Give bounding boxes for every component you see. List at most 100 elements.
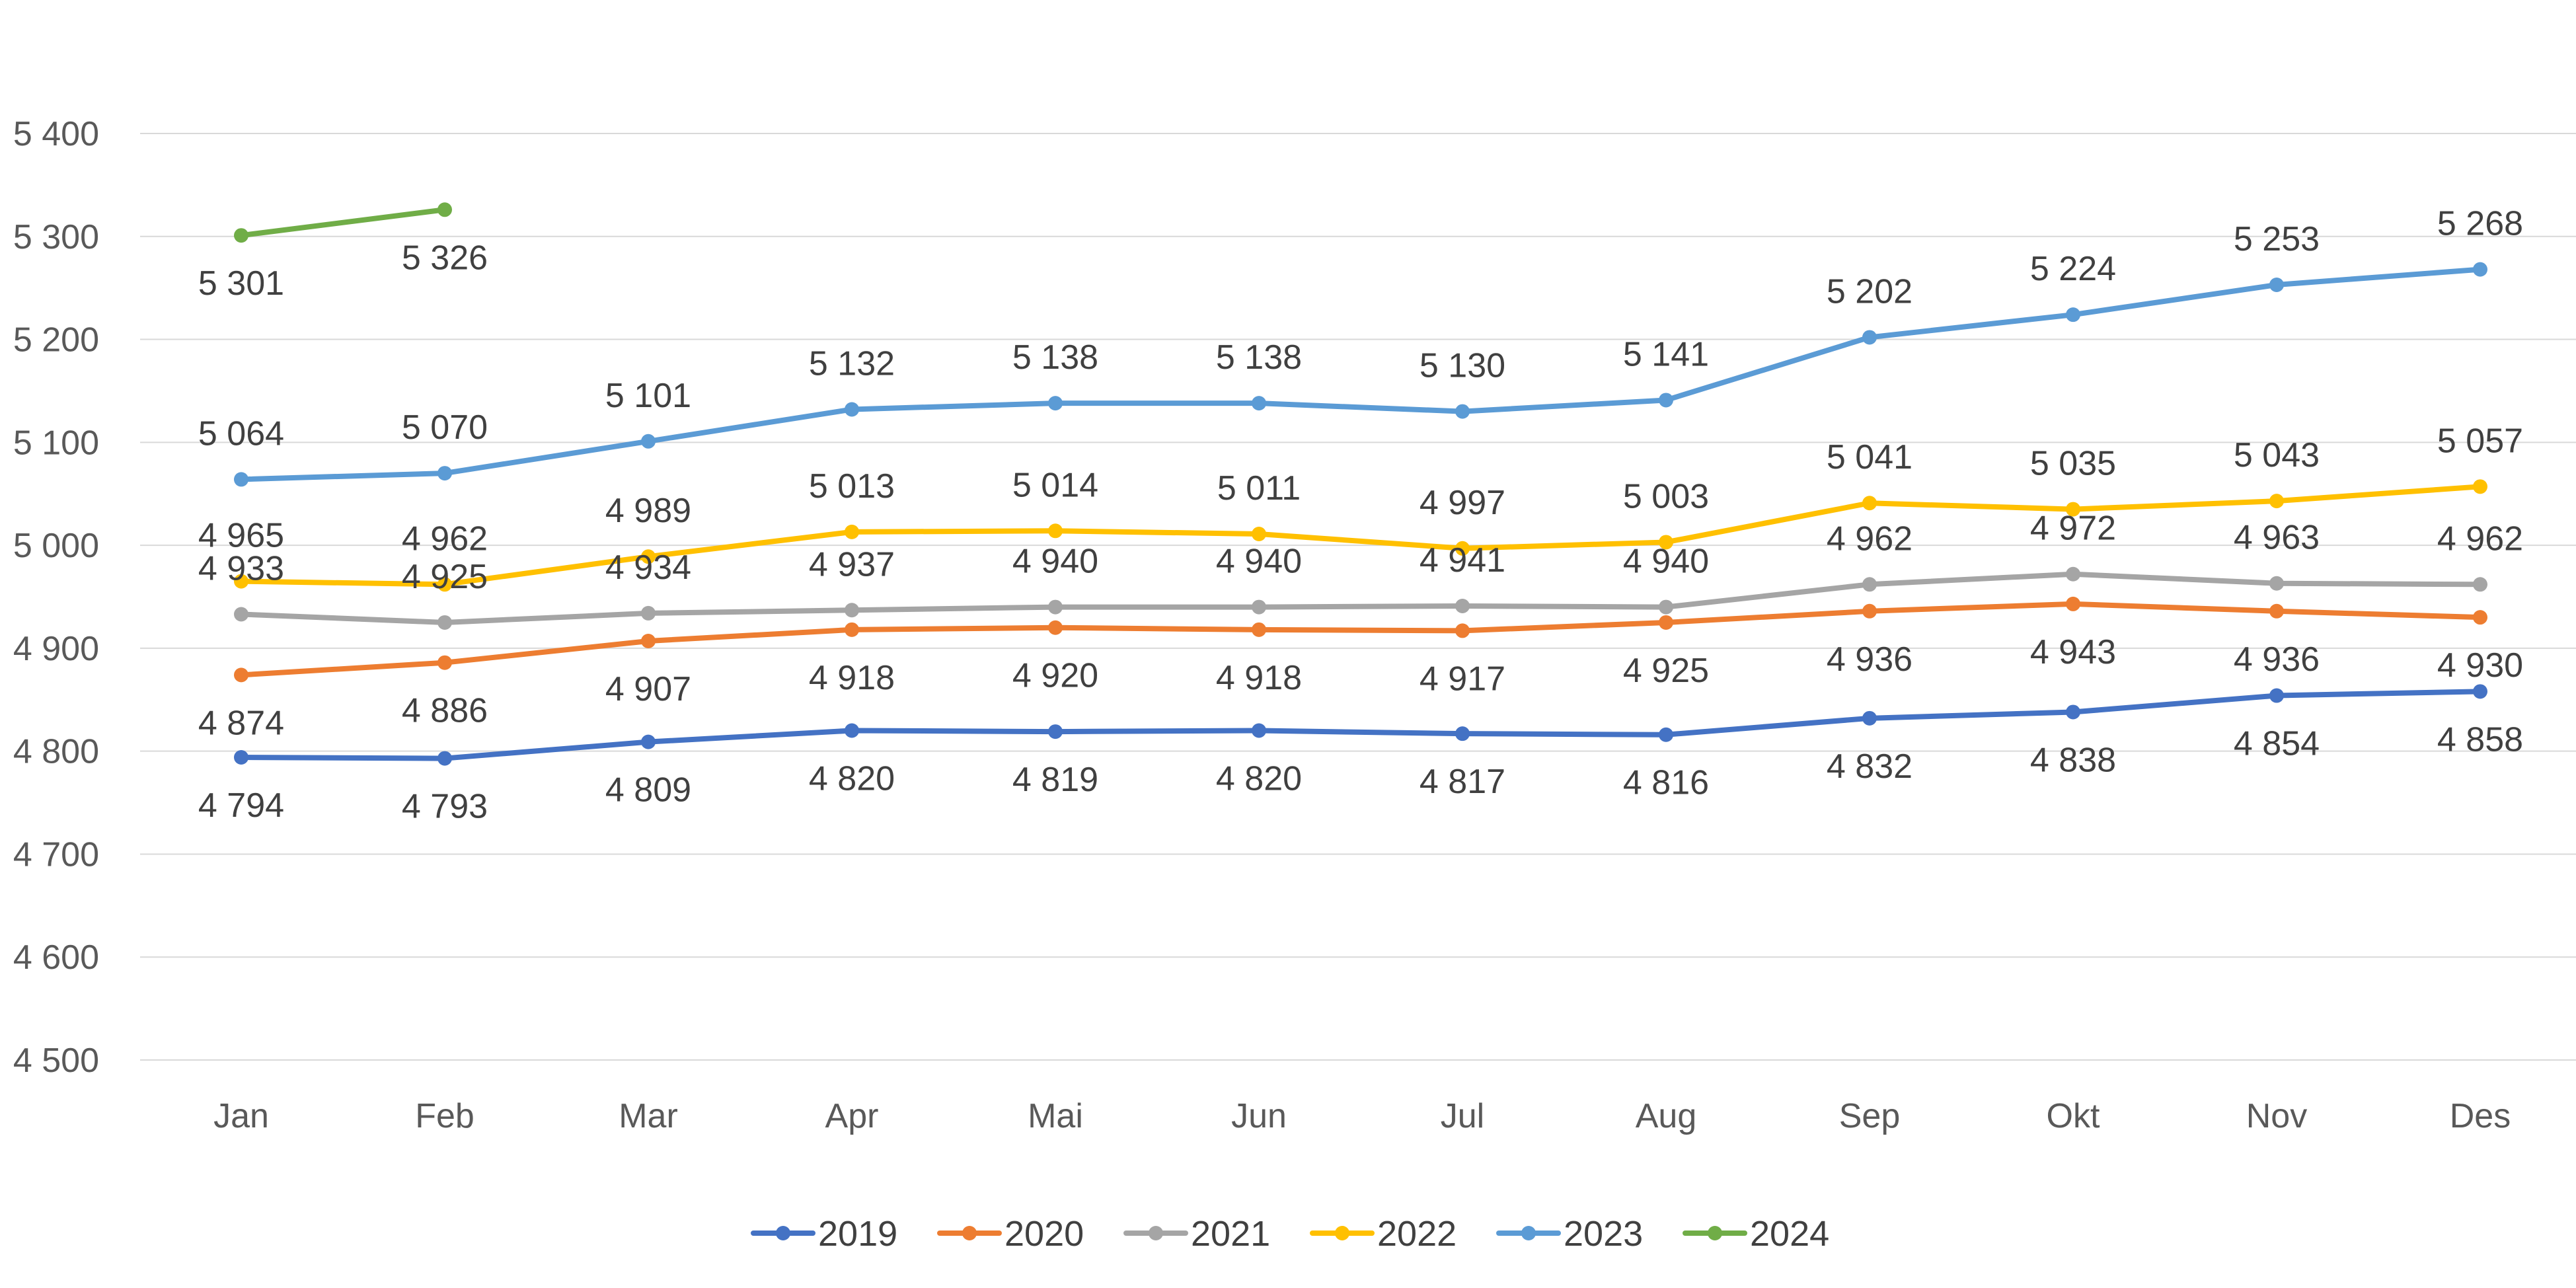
data-point-2019	[1455, 726, 1470, 741]
data-label-2019: 4 809	[605, 771, 691, 810]
data-point-2019	[641, 734, 656, 749]
data-label-2019: 4 819	[1012, 761, 1098, 799]
data-point-2024	[234, 228, 248, 243]
data-point-2023	[845, 402, 859, 417]
series-line-2024	[239, 207, 447, 239]
legend-item-2020: 2020	[937, 1214, 1084, 1254]
data-label-2023: 5 130	[1420, 347, 1505, 385]
y-tick-label: 4 700	[13, 835, 99, 874]
data-point-2021	[1862, 577, 1877, 592]
legend-item-2023: 2023	[1496, 1214, 1643, 1254]
data-point-2021	[641, 605, 656, 621]
x-tick-label: Nov	[2246, 1097, 2307, 1135]
data-point-2023	[234, 472, 248, 487]
y-tick-label: 5 100	[13, 424, 99, 462]
data-label-2020: 4 930	[2437, 646, 2523, 685]
data-point-2021	[2473, 577, 2487, 592]
x-tick-label: Aug	[1636, 1097, 1697, 1135]
data-point-2020	[1659, 615, 1673, 630]
data-label-2019: 4 820	[1216, 760, 1302, 798]
data-label-2020: 4 918	[809, 659, 895, 697]
legend-item-2019: 2019	[751, 1214, 897, 1254]
data-point-2023	[1252, 396, 1266, 411]
legend-marker	[776, 1226, 790, 1240]
data-point-2022	[2066, 502, 2080, 517]
data-point-2020	[1048, 620, 1063, 635]
data-label-2019: 4 858	[2437, 720, 2523, 759]
data-point-2019	[1048, 724, 1063, 739]
data-point-2021	[1455, 599, 1470, 614]
series-line-2023	[239, 266, 2483, 482]
y-tick-label: 5 200	[13, 321, 99, 360]
data-label-2023: 5 138	[1012, 338, 1098, 377]
data-point-2022	[2473, 479, 2487, 494]
data-point-2021	[234, 607, 248, 622]
x-tick-label: Feb	[415, 1097, 474, 1135]
data-label-2019: 4 838	[2030, 741, 2116, 779]
data-label-2021: 4 933	[198, 549, 284, 587]
data-point-2023	[2473, 262, 2487, 277]
data-point-2021	[1048, 599, 1063, 615]
data-point-2023	[1862, 330, 1877, 345]
data-point-2023	[2066, 307, 2080, 322]
legend-item-2021: 2021	[1123, 1214, 1270, 1254]
data-label-2021: 4 937	[809, 545, 895, 584]
data-label-2023: 5 253	[2234, 220, 2320, 258]
data-point-2020	[1455, 623, 1470, 638]
data-point-2022	[1862, 496, 1877, 511]
data-label-2019: 4 793	[402, 788, 488, 826]
data-point-2022	[641, 549, 656, 564]
y-tick-label: 5 400	[13, 115, 99, 153]
y-tick-label: 4 900	[13, 630, 99, 668]
data-label-2022: 5 003	[1623, 477, 1709, 515]
data-label-2022: 4 962	[402, 519, 488, 558]
data-label-2023: 5 138	[1216, 338, 1302, 377]
data-label-2022: 5 041	[1827, 438, 1913, 476]
series-lines	[239, 207, 2483, 761]
data-label-2021: 4 962	[1827, 519, 1913, 558]
data-point-2022	[2269, 494, 2284, 509]
legend-item-2024: 2024	[1683, 1214, 1829, 1254]
data-label-2022: 5 014	[1012, 466, 1098, 504]
y-tick-label: 5 300	[13, 218, 99, 256]
data-point-2023	[2269, 277, 2284, 292]
x-tick-label: Sep	[1839, 1097, 1901, 1135]
data-label-2023: 5 064	[198, 414, 284, 453]
data-label-2021: 4 963	[2234, 519, 2320, 557]
series-line-2022	[239, 484, 2483, 587]
data-label-2019: 4 820	[809, 760, 895, 798]
data-point-2022	[437, 577, 452, 592]
legend-item-2022: 2022	[1310, 1214, 1457, 1254]
legend-label: 2022	[1377, 1214, 1457, 1254]
data-point-2020	[641, 633, 656, 648]
data-point-2020	[437, 655, 452, 670]
y-tick-label: 4 500	[13, 1042, 99, 1080]
data-point-2019	[2269, 688, 2284, 703]
x-tick-label: Apr	[825, 1097, 879, 1135]
x-tick-label: Jan	[213, 1097, 269, 1135]
data-label-2020: 4 925	[1623, 652, 1709, 690]
data-point-2019	[845, 723, 859, 738]
x-axis: Jan Feb Mar Apr Mai Jun Jul Aug Sep Okt Nov Des	[213, 1097, 2511, 1135]
data-point-2019	[234, 750, 248, 765]
series-line-2020	[239, 601, 2483, 678]
data-point-2021	[1252, 599, 1266, 615]
data-label-2019: 4 794	[198, 786, 284, 825]
data-label-2020: 4 874	[198, 704, 284, 742]
data-label-2023: 5 070	[402, 408, 488, 447]
data-label-2019: 4 854	[2234, 725, 2320, 763]
data-label-2022: 4 965	[198, 517, 284, 555]
data-point-2022	[1659, 535, 1673, 550]
data-point-2020	[845, 622, 859, 637]
data-label-2024: 5 301	[198, 264, 284, 303]
legend-label: 2019	[818, 1214, 897, 1254]
data-label-2021: 4 972	[2030, 510, 2116, 548]
legend-label: 2023	[1564, 1214, 1643, 1254]
legend-label: 2020	[1004, 1214, 1084, 1254]
data-point-2020	[2473, 610, 2487, 625]
y-tick-label: 4 800	[13, 733, 99, 771]
data-point-2022	[234, 574, 248, 589]
data-point-2020	[234, 667, 248, 683]
data-labels: 4 794 4 793 4 809 4 820 4 819 4 820 4 817 4 816…	[198, 205, 2523, 826]
x-tick-label: Jun	[1231, 1097, 1287, 1135]
